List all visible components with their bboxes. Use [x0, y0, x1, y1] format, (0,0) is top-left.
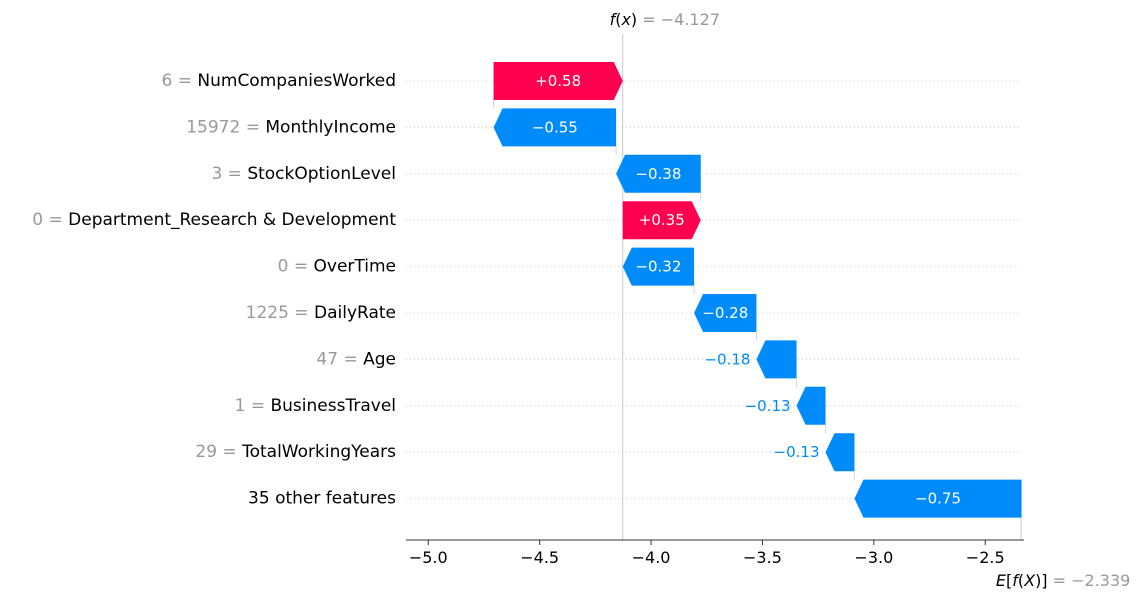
bar-value-label: −0.32	[635, 258, 681, 276]
feature-name: NumCompaniesWorked	[197, 71, 396, 91]
feature-label: 35 other features	[248, 489, 396, 509]
x-axis: −5.0 −4.5 −4.0 −3.5 −3.0 −2.5	[406, 539, 1024, 567]
feature-value: 3 =	[211, 164, 247, 184]
bar-value-label: −0.13	[774, 443, 820, 461]
feature-name: DailyRate	[314, 303, 396, 323]
bar-value-label: −0.18	[704, 350, 750, 368]
expected-value: −2.339	[1071, 571, 1130, 590]
x-tick-label: −3.0	[854, 548, 893, 567]
feature-name: OverTime	[314, 257, 397, 277]
feature-value: 1 =	[235, 396, 271, 416]
feature-value: 15972 =	[186, 117, 265, 137]
positive-bar	[493, 62, 623, 100]
feature-labels: 6 = NumCompaniesWorked 15972 = MonthlyInc…	[32, 71, 396, 509]
feature-label: 15972 = MonthlyIncome	[186, 117, 396, 137]
feature-label: 6 = NumCompaniesWorked	[162, 71, 396, 91]
feature-value: 6 =	[162, 71, 198, 91]
bar-value-label: −0.38	[635, 165, 681, 183]
fx-value: −4.127	[661, 10, 720, 29]
feature-name: StockOptionLevel	[247, 164, 396, 184]
negative-bar	[825, 433, 855, 472]
positive-bar	[622, 201, 701, 240]
bar-value-label: +0.58	[535, 72, 581, 90]
feature-name: 35 other features	[248, 489, 396, 509]
feature-value: 47 =	[316, 349, 363, 369]
feature-label: 47 = Age	[316, 349, 396, 369]
feature-value: 29 =	[195, 442, 242, 462]
feature-value: 1225 =	[246, 303, 314, 323]
feature-name: Department_Research & Development	[68, 210, 396, 230]
feature-name: MonthlyIncome	[265, 117, 396, 137]
feature-label: 29 = TotalWorkingYears	[195, 442, 396, 462]
bar-value-label: −0.55	[532, 118, 578, 136]
negative-bar	[796, 386, 826, 425]
feature-value: 0 =	[278, 257, 314, 277]
bar-value-label: −0.28	[702, 304, 748, 322]
feature-name: TotalWorkingYears	[241, 442, 396, 462]
bars: +0.58 −0.55 −0.38 +0.35 −0.32 −0.28 −0.18 −0.13…	[493, 62, 1022, 518]
bar-value-label: −0.75	[915, 490, 961, 508]
negative-bar	[622, 247, 695, 286]
bar-value-label: −0.13	[745, 397, 791, 415]
negative-bar	[694, 294, 757, 332]
x-tick-label: −4.5	[520, 548, 559, 567]
feature-label: 0 = Department_Research & Development	[32, 210, 396, 230]
feature-label: 1 = BusinessTravel	[235, 396, 396, 416]
x-tick-label: −4.0	[632, 548, 671, 567]
expected-value-annotation: E[f(X)] = −2.339	[996, 571, 1131, 590]
negative-bar	[616, 154, 701, 193]
negative-bar	[854, 479, 1022, 518]
x-tick-label: −5.0	[409, 548, 448, 567]
fx-annotation: f(x) = −4.127	[610, 10, 720, 29]
x-tick-label: −3.5	[743, 548, 782, 567]
feature-label: 3 = StockOptionLevel	[211, 164, 396, 184]
bar-value-label: +0.35	[639, 211, 685, 229]
feature-value: 0 =	[32, 210, 68, 230]
negative-bar	[756, 340, 797, 379]
negative-bar	[493, 108, 617, 147]
feature-label: 0 = OverTime	[278, 257, 396, 277]
feature-label: 1225 = DailyRate	[246, 303, 396, 323]
x-tick-label: −2.5	[966, 548, 1005, 567]
grid-lines	[406, 34, 1022, 540]
feature-name: BusinessTravel	[271, 396, 397, 416]
feature-name: Age	[363, 349, 396, 369]
